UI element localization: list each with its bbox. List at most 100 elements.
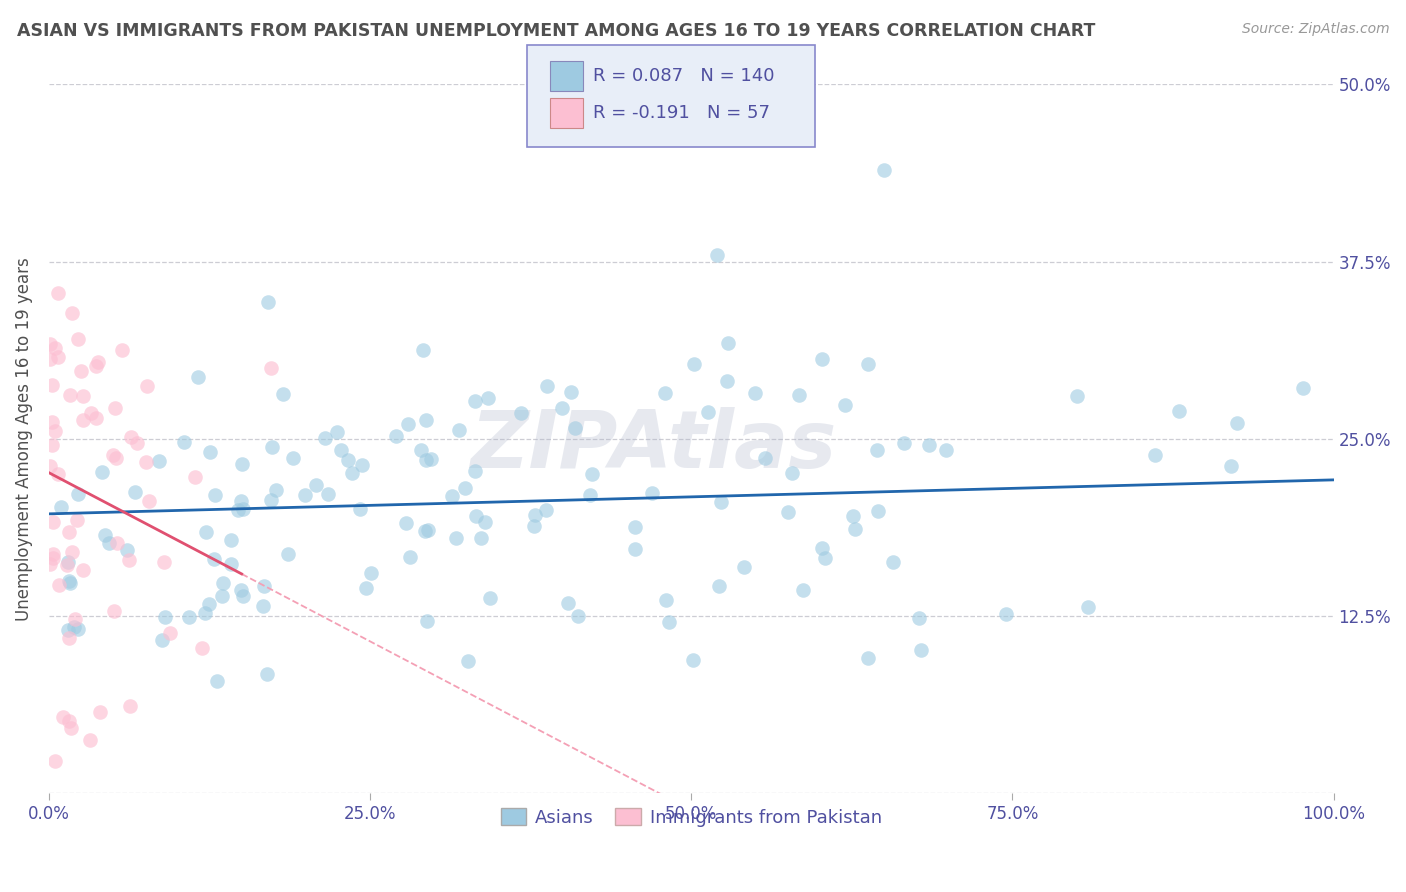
Point [70, 364, 93, 378]
Point [65, 612, 87, 626]
Point [754, 450, 776, 465]
Point [841, 508, 863, 523]
Point [118, 699, 141, 714]
Point [447, 423, 470, 437]
Point [44, 754, 66, 768]
Point [94, 528, 117, 542]
Point [789, 387, 811, 401]
Point [104, 401, 127, 416]
Point [477, 392, 499, 406]
Point [89, 706, 111, 720]
Point [111, 343, 134, 357]
Point [256, 295, 278, 310]
Point [48, 578, 70, 592]
Point [211, 575, 233, 590]
Point [454, 482, 477, 496]
Text: Source: ZipAtlas.com: Source: ZipAtlas.com [1241, 22, 1389, 37]
Text: R = -0.191   N = 57: R = -0.191 N = 57 [593, 104, 770, 122]
Point [416, 614, 439, 628]
Point [39, 458, 62, 473]
Point [394, 516, 416, 530]
Point [150, 633, 173, 648]
Point [260, 361, 283, 376]
Point [219, 533, 242, 548]
Point [856, 358, 879, 372]
Text: ASIAN VS IMMIGRANTS FROM PAKISTAN UNEMPLOYMENT AMONG AGES 16 TO 19 YEARS CORRELA: ASIAN VS IMMIGRANTS FROM PAKISTAN UNEMPL… [17, 22, 1095, 40]
Point [470, 531, 492, 545]
Point [385, 429, 408, 443]
Point [866, 443, 889, 458]
Point [66, 487, 89, 501]
Point [97, 536, 120, 550]
Point [523, 508, 546, 522]
Point [318, 487, 340, 501]
Point [444, 531, 467, 545]
Point [159, 625, 181, 640]
Point [41, 550, 63, 565]
Point [46, 350, 69, 364]
Point [910, 642, 932, 657]
Point [232, 589, 254, 603]
Point [260, 493, 283, 508]
Point [354, 582, 377, 596]
Point [115, 543, 138, 558]
Point [893, 436, 915, 450]
Point [281, 451, 304, 466]
Point [41, 438, 63, 452]
Point [624, 541, 647, 556]
Point [396, 417, 419, 432]
Point [87, 355, 110, 369]
Point [717, 335, 740, 350]
Point [253, 579, 276, 593]
Point [707, 579, 730, 593]
Point [510, 406, 533, 420]
Point [415, 453, 437, 467]
Point [191, 640, 214, 655]
Point [138, 494, 160, 508]
Point [551, 401, 574, 416]
Point [457, 654, 479, 668]
Point [231, 457, 253, 471]
Point [59, 388, 82, 402]
Point [41, 415, 63, 429]
Point [866, 504, 889, 518]
Point [41, 515, 63, 529]
Point [55, 558, 77, 572]
Point [716, 374, 738, 388]
Point [398, 550, 420, 565]
Point [256, 666, 278, 681]
Point [105, 536, 128, 550]
Point [560, 384, 582, 399]
Point [1219, 458, 1241, 473]
Point [105, 450, 128, 465]
Point [682, 357, 704, 371]
Point [118, 553, 141, 567]
Point [882, 555, 904, 569]
Point [294, 488, 316, 502]
Point [326, 425, 349, 439]
Point [464, 464, 486, 478]
Point [148, 454, 170, 468]
Point [72, 389, 94, 403]
Point [184, 469, 207, 483]
Point [744, 386, 766, 401]
Point [229, 494, 252, 508]
Point [479, 591, 502, 606]
Point [342, 466, 364, 480]
Point [60, 545, 83, 559]
Point [39, 557, 62, 571]
Point [1077, 599, 1099, 614]
Point [84, 411, 107, 425]
Point [56, 624, 79, 638]
Point [205, 673, 228, 688]
Point [72, 563, 94, 577]
Point [523, 519, 546, 533]
Point [221, 558, 243, 572]
Point [415, 413, 437, 427]
Point [66, 513, 89, 527]
Point [420, 452, 443, 467]
Point [72, 413, 94, 427]
Point [834, 398, 856, 412]
Point [682, 653, 704, 667]
Point [1291, 380, 1313, 394]
